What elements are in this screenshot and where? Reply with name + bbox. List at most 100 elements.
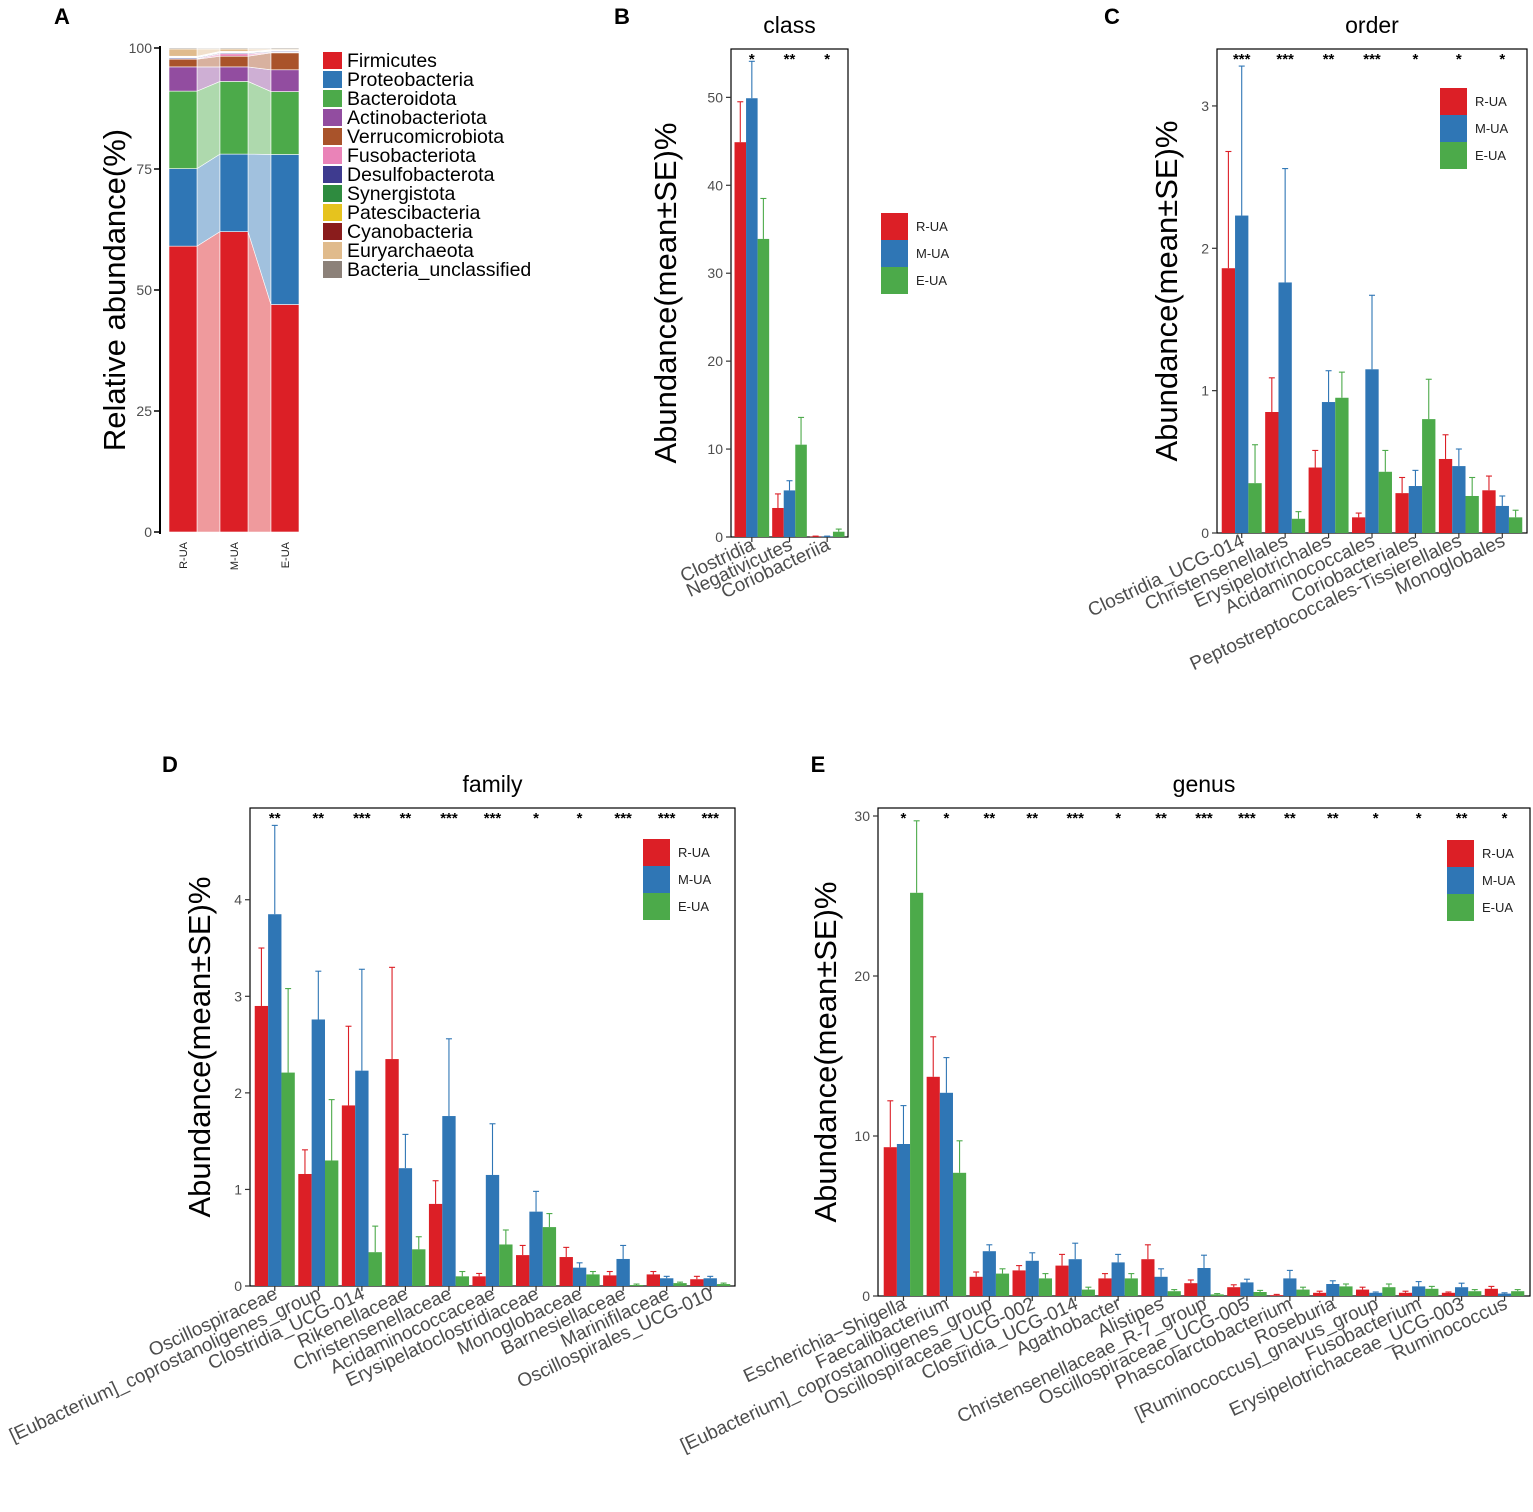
y-tick-label: 3 bbox=[234, 988, 242, 1004]
bar-r-ua-phascolarctobacterium bbox=[1270, 1295, 1284, 1296]
group-legend-d: R-UA M-UA E-UA bbox=[643, 839, 712, 920]
y-axis-title: Relative abundance(%) bbox=[97, 129, 132, 451]
panel-a-chart: 0 25 50 75 100 R-UA M-UA E-UA Relative abundance… bbox=[97, 40, 300, 570]
significance-mark-erysipelotrichaceae-ucg-003: ** bbox=[1456, 810, 1468, 827]
legend-label-r-ua: R-UA bbox=[916, 219, 948, 234]
significance-mark-faecalibacterium: * bbox=[943, 810, 949, 827]
bar-e-ua-clostridia bbox=[757, 238, 770, 538]
bar-e-ua-phascolarctobacterium bbox=[1296, 1289, 1310, 1296]
x-tick-label-r-ua: R-UA bbox=[178, 541, 190, 569]
y-tick-label: 0 bbox=[144, 524, 152, 540]
legend-label-e-ua: E-UA bbox=[1475, 148, 1506, 163]
bar-segment-fusobacteriota-m-ua bbox=[219, 53, 249, 57]
bar-r-ua-christensenellaceae-r-7-group bbox=[1184, 1283, 1198, 1296]
bar-segment-actinobacteriota-m-ua bbox=[219, 66, 249, 82]
y-tick-label: 20 bbox=[854, 968, 870, 984]
y-axis-title: Abundance(mean±SE)% bbox=[808, 882, 843, 1223]
legend-swatch-bacteroidota bbox=[323, 90, 342, 107]
flow-band-proteobacteria bbox=[196, 153, 221, 247]
significance-mark-oscillospiraceae-ucg-005: *** bbox=[1238, 810, 1256, 827]
bar-e-ua-oscillospiraceae-ucg-002 bbox=[1038, 1278, 1053, 1296]
legend-label-patescibacteria: Patescibacteria bbox=[347, 202, 480, 224]
significance-mark-acidaminococcaceae: *** bbox=[484, 810, 502, 827]
legend-swatch-m-ua bbox=[881, 240, 908, 267]
legend-swatch-euryarchaeota bbox=[323, 242, 342, 259]
significance-mark-oscillospiraceae: ** bbox=[269, 810, 281, 827]
bar-m-ua-acidaminococcales bbox=[1365, 369, 1379, 533]
y-tick-label: 0 bbox=[715, 529, 723, 545]
significance-mark-peptostreptococcales-tissierellales: * bbox=[1456, 51, 1462, 68]
significance-mark-barnesiellaceae: *** bbox=[614, 810, 632, 827]
panel-e-chart: genus0102030Abundance(mean±SE)%*Escheric… bbox=[677, 771, 1531, 1457]
bar-e-ua-christensenellales bbox=[1291, 518, 1306, 533]
bar-e-ua-christensenellaceae bbox=[455, 1276, 469, 1286]
bar-r-ua-negativicutes bbox=[772, 507, 784, 537]
legend-swatch-patescibacteria bbox=[323, 204, 342, 221]
panel-label-a: A bbox=[54, 4, 70, 29]
significance-mark-phascolarctobacterium: ** bbox=[1284, 810, 1296, 827]
bar-r-ua-roseburia bbox=[1313, 1292, 1327, 1296]
bar-m-ua-eubacterium-coprostanoligenes-group bbox=[982, 1251, 996, 1296]
bar-r-ua-escherichia-shigella bbox=[883, 1147, 897, 1296]
significance-mark-coriobacteriales: * bbox=[1413, 51, 1419, 68]
bar-m-ua-oscillospiraceae-ucg-005 bbox=[1240, 1282, 1254, 1296]
significance-mark-eubacterium-coprostanoligenes-group: ** bbox=[312, 810, 324, 827]
legend-swatch-synergistota bbox=[323, 185, 342, 202]
chart-title: family bbox=[462, 771, 523, 797]
bar-r-ua-rikenellaceae bbox=[385, 1059, 399, 1286]
legend-label-m-ua: M-UA bbox=[1475, 121, 1509, 136]
bar-e-ua-fusobacterium bbox=[1425, 1288, 1439, 1296]
significance-mark-monoglobaceae: * bbox=[577, 810, 583, 827]
bar-r-ua-clostridia-ucg-014 bbox=[1221, 268, 1236, 533]
bar-segment-firmicutes-m-ua bbox=[219, 231, 249, 533]
bar-e-ua-erysipelatoclostridiaceae bbox=[542, 1227, 557, 1286]
y-tick-label: 1 bbox=[1201, 383, 1209, 399]
x-tick-label-e-ua: E-UA bbox=[280, 541, 292, 568]
legend-swatch-desulfobacterota bbox=[323, 166, 342, 183]
legend-label-cyanobacteria: Cyanobacteria bbox=[347, 221, 473, 243]
legend-label-e-ua: E-UA bbox=[678, 899, 709, 914]
bar-e-ua-negativicutes bbox=[795, 444, 807, 537]
bar-r-ua-peptostreptococcales-tissierellales bbox=[1438, 458, 1453, 533]
y-axis-title: Abundance(mean±SE)% bbox=[182, 877, 217, 1218]
bar-e-ua-acidaminococcaceae bbox=[499, 1244, 513, 1286]
bar-m-ua-coriobacteriia bbox=[821, 536, 833, 538]
panel-label-e: E bbox=[811, 752, 826, 777]
significance-mark-christensenellaceae: *** bbox=[440, 810, 458, 827]
bar-segment-proteobacteria-r-ua bbox=[168, 168, 198, 247]
legend-swatch-m-ua bbox=[643, 866, 670, 893]
bar-m-ua-negativicutes bbox=[783, 490, 796, 537]
bar-m-ua-clostridia bbox=[746, 98, 758, 538]
y-tick-label: 0 bbox=[234, 1278, 242, 1294]
bar-e-ua-faecalibacterium bbox=[952, 1172, 967, 1296]
legend-label-verrucomicrobiota: Verrucomicrobiota bbox=[347, 126, 504, 148]
y-tick-label: 0 bbox=[1201, 525, 1209, 541]
bar-e-ua-eubacterium-coprostanoligenes-group bbox=[995, 1273, 1010, 1296]
x-tick-label-eubacterium-coprostanoligenes-group: [Eubacterium]_coprostanoligenes_group bbox=[677, 1293, 995, 1456]
legend-label-firmicutes: Firmicutes bbox=[347, 50, 437, 72]
legend-label-proteobacteria: Proteobacteria bbox=[347, 69, 474, 91]
bar-r-ua-oscillospiraceae-ucg-005 bbox=[1227, 1287, 1241, 1296]
bar-m-ua-eubacterium-coprostanoligenes-group bbox=[311, 1019, 325, 1286]
bar-r-ua-monoglobaceae bbox=[559, 1257, 573, 1286]
x-tick-label-m-ua: M-UA bbox=[229, 541, 241, 570]
bar-m-ua-clostridia-ucg-014 bbox=[1235, 215, 1249, 533]
bar-m-ua-faecalibacterium bbox=[939, 1092, 953, 1296]
bar-segment-bacteria-unclassified-e-ua bbox=[270, 47, 300, 50]
bar-e-ua-monoglobales bbox=[1508, 517, 1523, 533]
bar-m-ua-christensenellaceae bbox=[442, 1116, 456, 1286]
bar-e-ua-coriobacteriales bbox=[1422, 419, 1436, 533]
bar-segment-bacteroidota-r-ua bbox=[168, 90, 198, 169]
significance-mark-ruminococcus-gnavus-group: * bbox=[1373, 810, 1379, 827]
panel-d-chart: family01234Abundance(mean±SE)%**Oscillos… bbox=[6, 771, 736, 1447]
panel-label-c: C bbox=[1104, 4, 1120, 29]
flow-band-bacteroidota bbox=[247, 80, 272, 155]
legend-swatch-m-ua bbox=[1440, 115, 1467, 142]
bar-m-ua-peptostreptococcales-tissierellales bbox=[1452, 466, 1466, 533]
significance-mark-roseburia: ** bbox=[1327, 810, 1339, 827]
legend-swatch-bacteria-unclassified bbox=[323, 261, 342, 278]
bar-m-ua-coriobacteriales bbox=[1408, 486, 1423, 533]
panel-b-chart: class01020304050Abundance(mean±SE)%*Clos… bbox=[648, 12, 849, 603]
bar-segment-actinobacteriota-e-ua bbox=[270, 69, 300, 92]
